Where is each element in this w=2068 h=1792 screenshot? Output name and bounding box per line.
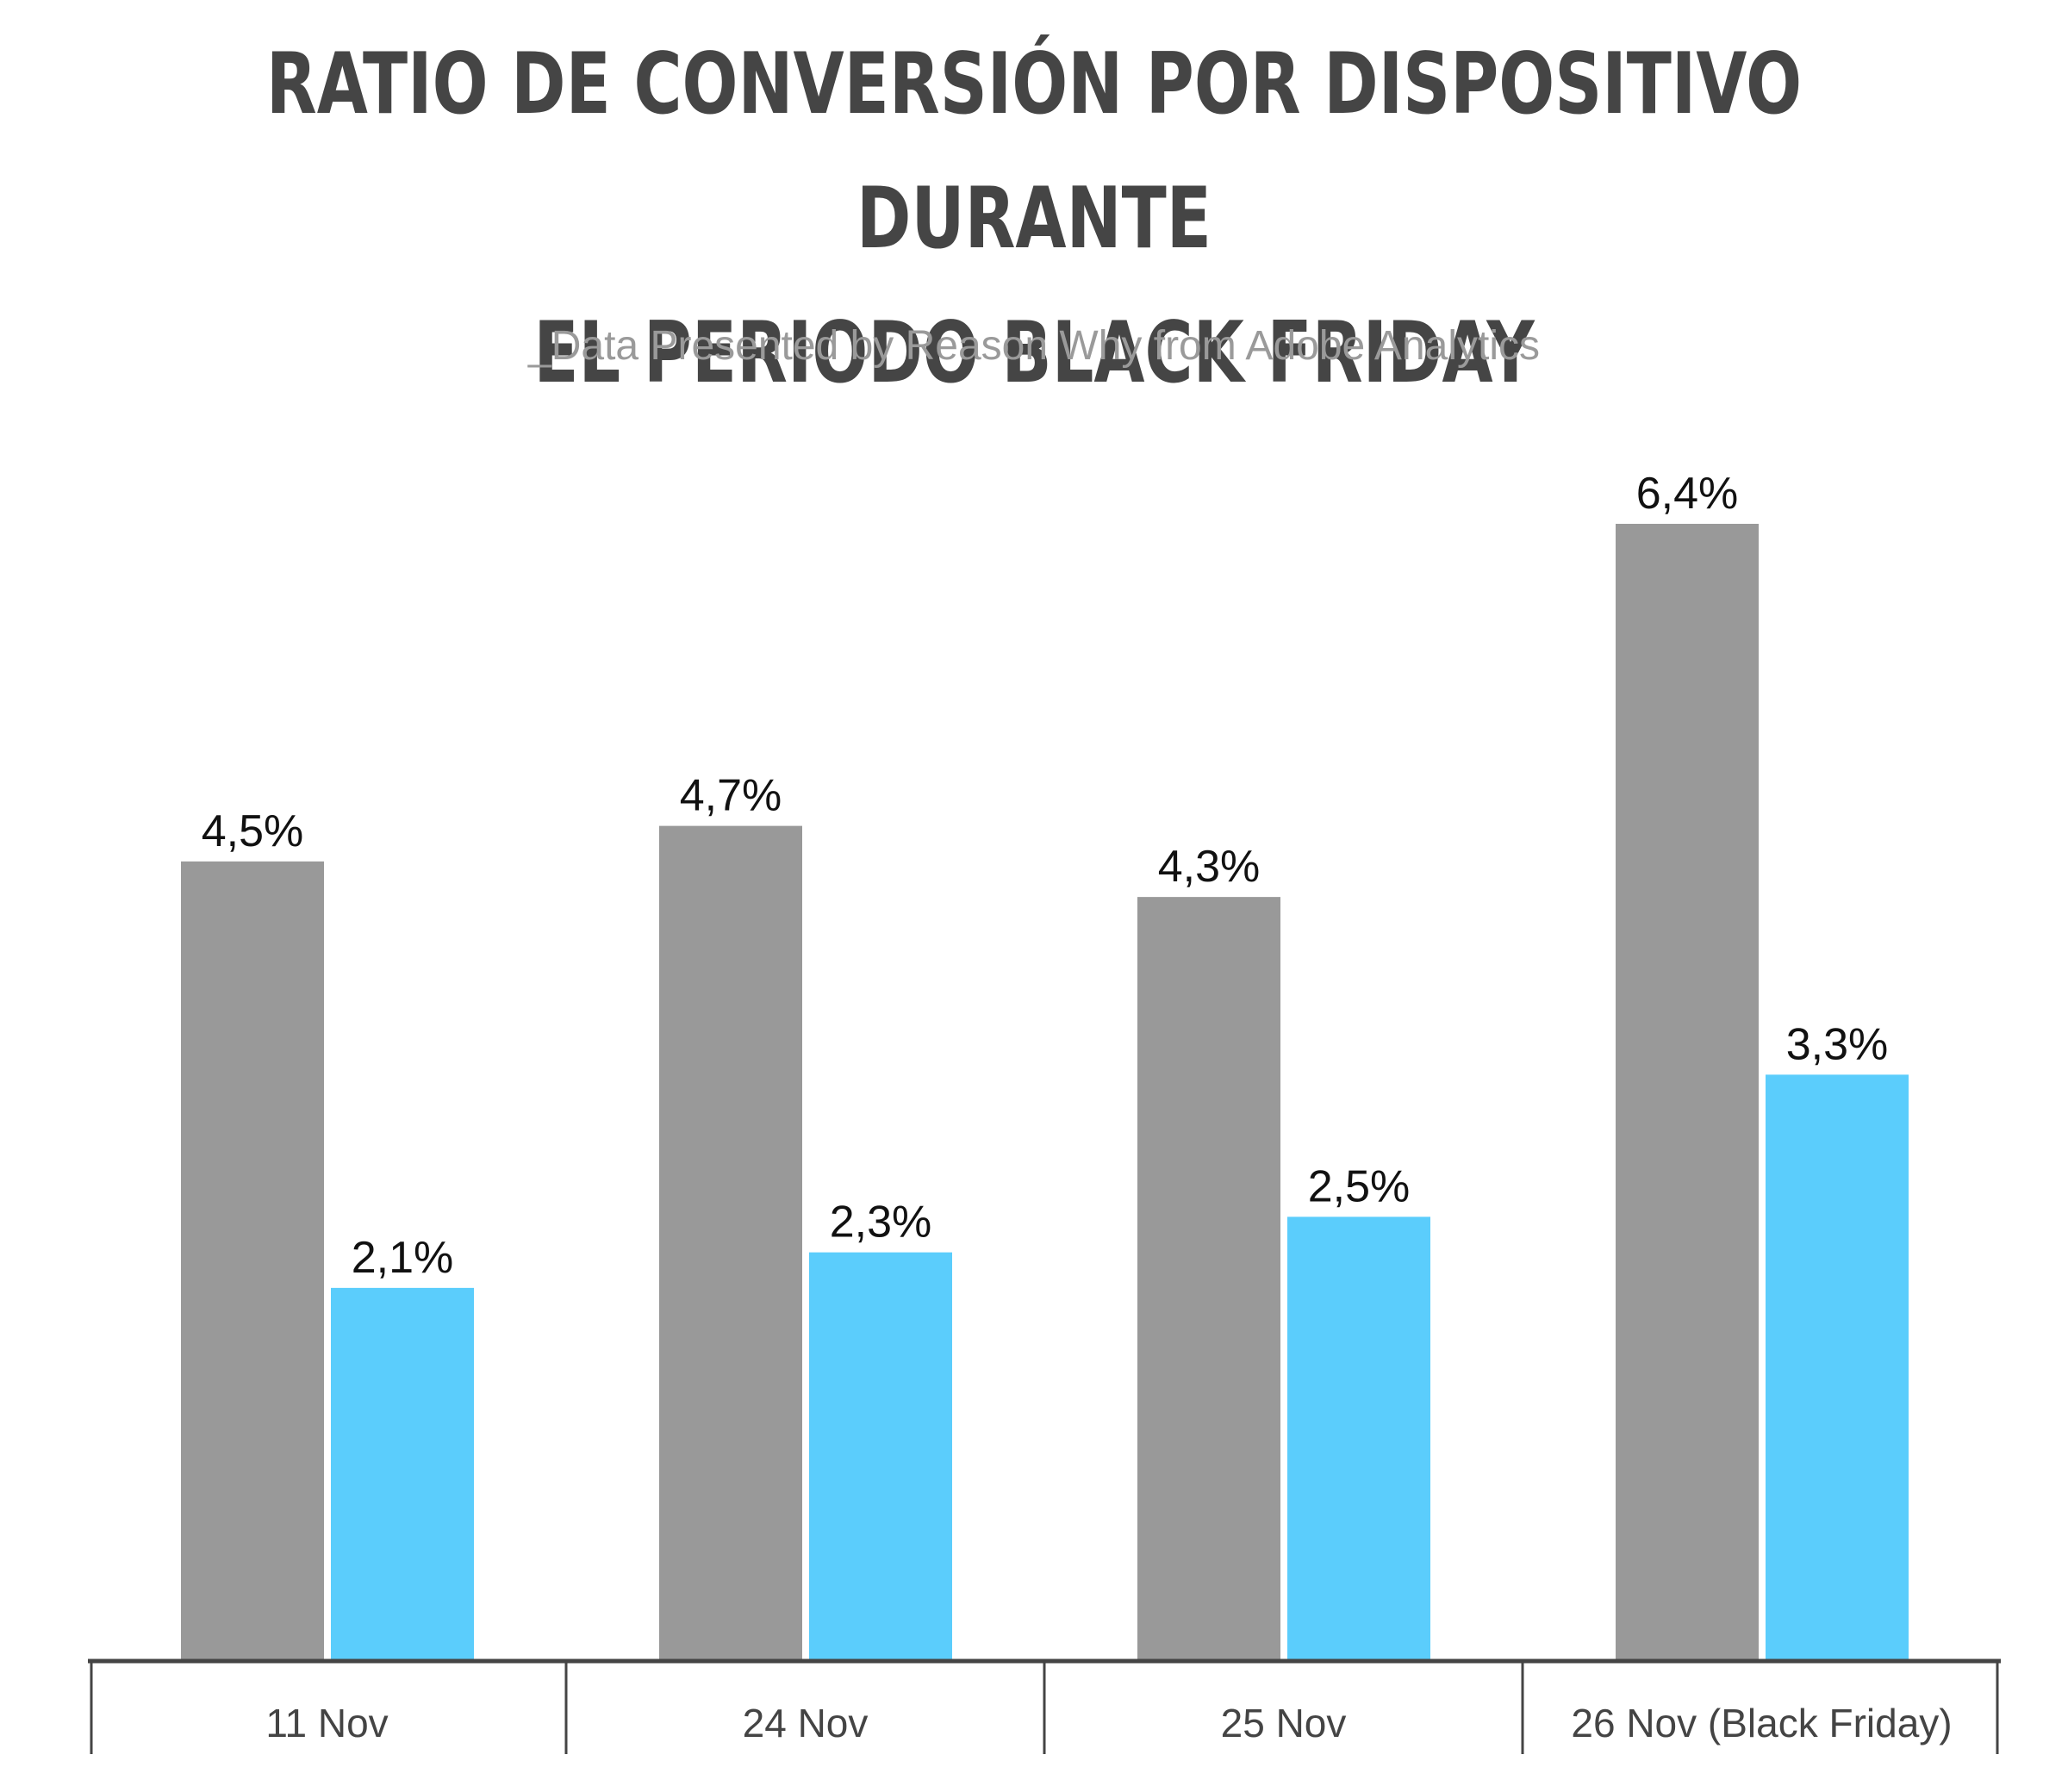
bar-series1-3 — [1616, 524, 1759, 1661]
bar-series2-1 — [809, 1252, 952, 1661]
bar-series2-2 — [1287, 1216, 1430, 1661]
chart-title-line-1: RATIO DE CONVERSIÓN POR DISPOSITIVO DURA… — [265, 35, 1803, 268]
x-tick-label-1: 24 Nov — [743, 1701, 869, 1745]
data-label-series2-1: 2,3% — [830, 1198, 932, 1248]
chart-title-line-2: EL PERIODO BLACK FRIDAY — [533, 304, 1535, 402]
data-label-series2-0: 2,1% — [352, 1233, 454, 1283]
data-label-series2-3: 3,3% — [1786, 1019, 1889, 1069]
bar-series1-1 — [659, 825, 802, 1661]
x-tick-label-3: 26 Nov (Black Friday) — [1571, 1701, 1952, 1745]
chart-title: RATIO DE CONVERSIÓN POR DISPOSITIVO DURA… — [227, 17, 1841, 420]
bar-series2-0 — [331, 1287, 474, 1661]
bar-series1-2 — [1137, 897, 1280, 1661]
data-label-series2-2: 2,5% — [1308, 1161, 1411, 1211]
x-tick-label-0: 11 Nov — [265, 1701, 388, 1745]
data-label-series1-2: 4,3% — [1158, 842, 1261, 892]
bar-series2-3 — [1766, 1074, 1909, 1661]
x-tick-label-2: 25 Nov — [1221, 1701, 1347, 1745]
bar-series1-0 — [181, 861, 324, 1661]
chart-subtitle: _Data Presented by Reason Why from Adobe… — [528, 323, 1540, 369]
data-label-series1-1: 4,7% — [680, 771, 782, 821]
data-label-series1-3: 6,4% — [1636, 469, 1739, 519]
data-label-series1-0: 4,5% — [202, 806, 304, 856]
